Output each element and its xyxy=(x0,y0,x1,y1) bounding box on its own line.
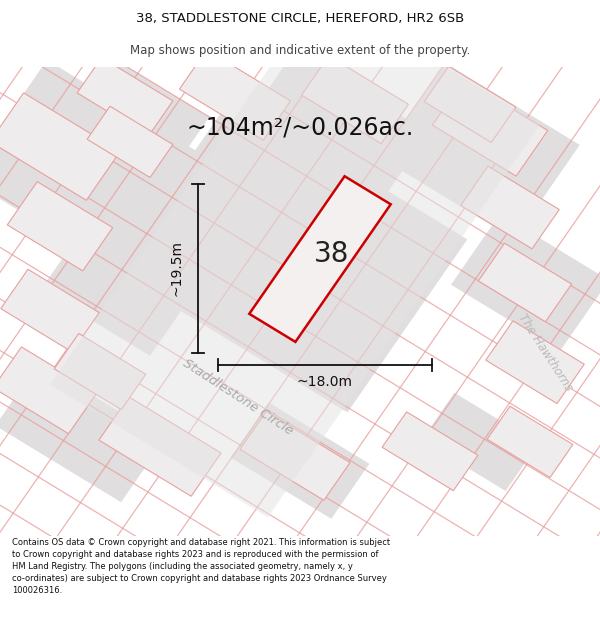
Polygon shape xyxy=(487,406,573,478)
Polygon shape xyxy=(461,166,559,249)
Polygon shape xyxy=(54,334,146,409)
Polygon shape xyxy=(0,60,215,280)
Text: ~18.0m: ~18.0m xyxy=(297,375,353,389)
Polygon shape xyxy=(71,56,209,172)
Text: Staddlestone Circle: Staddlestone Circle xyxy=(181,356,295,437)
Polygon shape xyxy=(0,347,97,434)
Polygon shape xyxy=(251,51,429,196)
Polygon shape xyxy=(41,219,199,356)
Text: Map shows position and indicative extent of the property.: Map shows position and indicative extent… xyxy=(130,44,470,57)
Polygon shape xyxy=(432,79,548,176)
Polygon shape xyxy=(422,392,538,491)
Text: 38: 38 xyxy=(314,241,350,268)
Polygon shape xyxy=(1,269,99,352)
Polygon shape xyxy=(424,66,516,142)
Polygon shape xyxy=(451,214,600,351)
Polygon shape xyxy=(7,182,113,271)
Text: ~19.5m: ~19.5m xyxy=(169,241,183,296)
Polygon shape xyxy=(302,56,409,144)
Text: 38, STADDLESTONE CIRCLE, HEREFORD, HR2 6SB: 38, STADDLESTONE CIRCLE, HEREFORD, HR2 6… xyxy=(136,12,464,25)
Polygon shape xyxy=(382,412,478,491)
Text: ~104m²/~0.026ac.: ~104m²/~0.026ac. xyxy=(187,116,413,140)
Polygon shape xyxy=(87,106,173,178)
Polygon shape xyxy=(240,411,350,501)
Polygon shape xyxy=(99,397,221,496)
Polygon shape xyxy=(0,93,120,200)
Polygon shape xyxy=(230,402,370,519)
Text: Contains OS data © Crown copyright and database right 2021. This information is : Contains OS data © Crown copyright and d… xyxy=(12,538,390,594)
Polygon shape xyxy=(380,63,580,239)
Polygon shape xyxy=(249,176,391,342)
Polygon shape xyxy=(0,362,164,503)
Polygon shape xyxy=(486,321,584,404)
Polygon shape xyxy=(179,50,290,140)
Polygon shape xyxy=(478,243,572,322)
Polygon shape xyxy=(77,58,173,136)
Polygon shape xyxy=(113,96,467,412)
Text: The Hawthorns: The Hawthorns xyxy=(515,312,575,394)
Polygon shape xyxy=(50,0,540,518)
